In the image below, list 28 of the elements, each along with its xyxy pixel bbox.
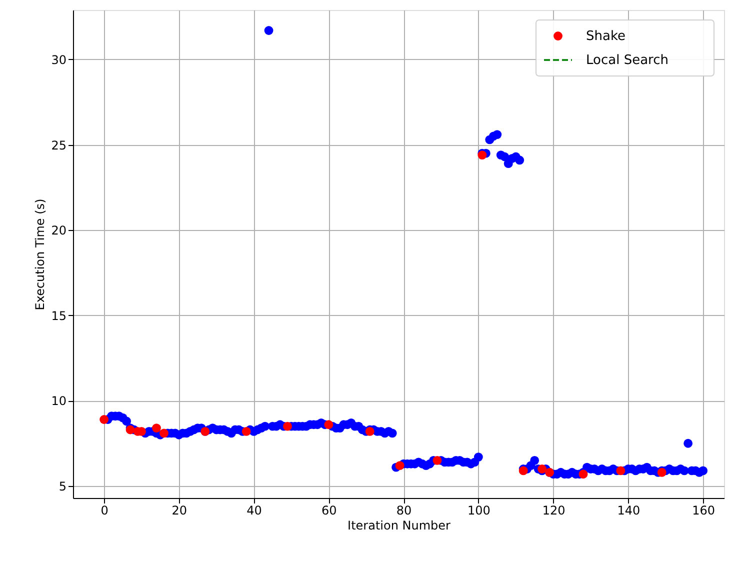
- point: [395, 461, 404, 470]
- x-tick-label: 120: [542, 504, 566, 518]
- point: [432, 456, 442, 465]
- y-tick-label: 10: [51, 394, 66, 408]
- y-tick-label: 5: [58, 480, 66, 494]
- point: [152, 424, 161, 433]
- x-tick-label: 40: [246, 504, 262, 518]
- x-tick-label: 140: [617, 504, 640, 518]
- point: [283, 422, 292, 431]
- x-tick-label: 0: [100, 504, 108, 518]
- x-tick-label: 80: [396, 504, 412, 518]
- legend-label: Local Search: [586, 53, 668, 68]
- y-tick-label: 20: [51, 224, 66, 238]
- y-tick-label: 25: [51, 138, 66, 152]
- x-tick-label: 100: [467, 504, 490, 518]
- x-axis-title: Iteration Number: [348, 518, 451, 532]
- x-tick-label: 160: [692, 504, 715, 518]
- y-axis-title: Execution Time (s): [33, 198, 48, 310]
- legend-label: Shake: [586, 29, 626, 44]
- y-tick-label: 15: [51, 308, 66, 323]
- y-tick-label: 30: [51, 52, 66, 67]
- point: [100, 415, 109, 424]
- point: [616, 466, 626, 476]
- x-tick-label: 60: [322, 504, 337, 518]
- point: [242, 426, 251, 436]
- point: [324, 420, 334, 430]
- x-tick-label: 20: [172, 504, 188, 518]
- point: [159, 428, 168, 438]
